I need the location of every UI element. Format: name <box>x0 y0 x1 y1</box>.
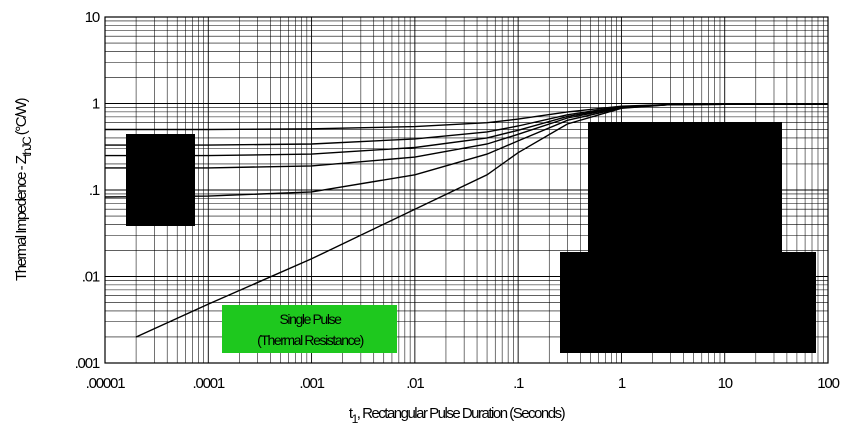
series-layer <box>104 103 828 338</box>
x-axis-label: t1, Rectangular Pulse Duration (Seconds) <box>349 405 566 426</box>
redaction-block-3 <box>560 252 816 353</box>
redaction-block-1 <box>126 134 195 226</box>
redaction-block-2 <box>588 122 782 254</box>
series-line-6 <box>135 103 828 338</box>
annotation-line-1: Single Pulse <box>279 311 342 327</box>
y-tick-label: .01 <box>82 269 100 286</box>
x-tick-label: 100 <box>817 375 839 392</box>
x-tick-label: 10 <box>718 375 733 392</box>
x-tick-label: 1 <box>618 375 626 392</box>
x-axis-label-suffix: , Rectangular Pulse Duration (Seconds) <box>357 405 566 422</box>
x-tick-label: .00001 <box>86 375 126 392</box>
x-tick-label: .1 <box>513 375 524 392</box>
x-tick-label: .0001 <box>193 375 225 392</box>
y-axis-label-sub: thJC <box>20 136 34 157</box>
plot-frame <box>104 16 829 364</box>
y-axis-label: Thermal Impedence - ZthJC (°C/W) <box>13 98 34 281</box>
x-tick-label: .001 <box>299 375 324 392</box>
y-tick-label: 1 <box>92 96 100 113</box>
y-axis-label-prefix: Thermal Impedence - Z <box>13 155 30 281</box>
y-tick-label: 10 <box>85 9 100 26</box>
x-tick-label: .01 <box>406 375 424 392</box>
y-tick-label: .001 <box>75 355 100 372</box>
y-tick-labels: .001 .01 .1 1 10 <box>75 9 101 372</box>
x-tick-labels: .00001 .0001 .001 .01 .1 1 10 100 <box>86 375 841 392</box>
x-axis-label-sub: 1 <box>352 412 359 426</box>
single-pulse-annotation: Single Pulse (Thermal Resistance) <box>222 305 397 353</box>
redaction-blocks <box>126 122 816 353</box>
y-axis-label-suffix: (°C/W) <box>13 98 30 138</box>
y-tick-label: .1 <box>89 182 100 199</box>
annotation-line-2: (Thermal Resistance) <box>257 332 364 348</box>
annotation-box <box>222 305 397 353</box>
